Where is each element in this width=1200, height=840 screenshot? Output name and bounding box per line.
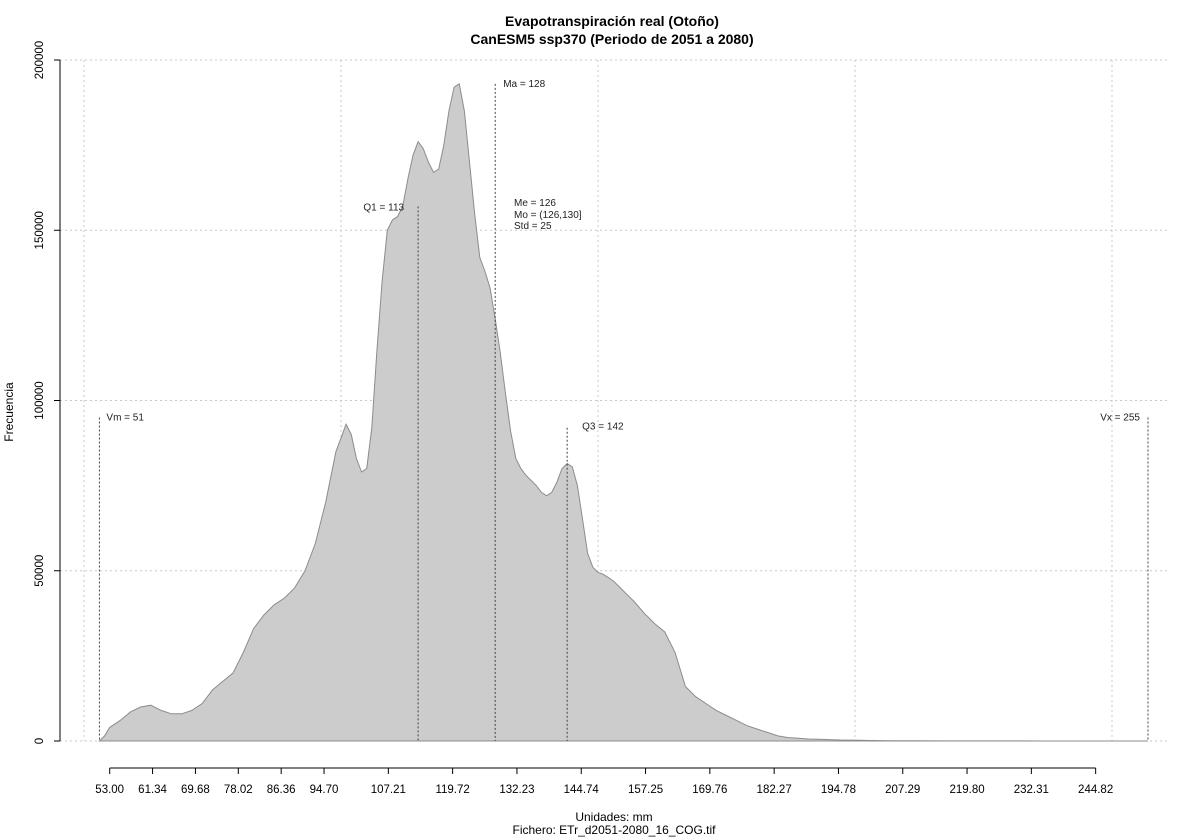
y-tick-label: 150000	[34, 211, 46, 249]
x-tick-label: 94.70	[310, 784, 339, 796]
x-tick-label: 107.21	[371, 784, 406, 796]
x-tick-label: 194.78	[821, 784, 856, 796]
density-area	[98, 82, 1148, 742]
x-tick-label: 144.74	[564, 784, 600, 796]
x-tick-label: 207.29	[885, 784, 920, 796]
footer-filename: Fichero: ETr_d2051-2080_16_COG.tif	[513, 823, 717, 837]
x-tick-label: 119.72	[435, 784, 469, 796]
y-tick-label: 50000	[34, 555, 46, 587]
x-tick-label: 61.34	[138, 784, 167, 796]
label-vm: Vm = 51	[106, 413, 144, 424]
label-q3: Q3 = 142	[582, 422, 624, 433]
chart-title: Evapotranspiración real (Otoño)	[505, 13, 719, 29]
x-tick-label: 132.23	[499, 784, 534, 796]
plot-area	[98, 82, 1148, 742]
x-axis-title: Unidades: mm	[575, 810, 652, 824]
label-vx: Vx = 255	[1100, 413, 1140, 424]
x-tick-label: 78.02	[224, 784, 253, 796]
grid	[60, 59, 1170, 742]
stat-mode: Mo = (126,130]	[514, 210, 582, 221]
x-tick-label: 53.00	[95, 784, 124, 796]
chart-subtitle: CanESM5 ssp370 (Periodo de 2051 a 2080)	[470, 31, 753, 47]
y-axis-title: Frecuencia	[2, 382, 16, 442]
x-tick-label: 69.68	[181, 784, 210, 796]
label-q1: Q1 = 113	[363, 202, 404, 213]
x-tick-label: 86.36	[267, 784, 296, 796]
axes: 0 50000 100000 150000 200000 53.00 61.34 69.68 7…	[34, 41, 1113, 796]
annotations: Me = 126 Mo = (126,130] Std = 25 Vm = 51…	[98, 79, 1149, 741]
x-tick-label: 244.82	[1078, 784, 1113, 796]
stats-block: Me = 126 Mo = (126,130] Std = 25	[514, 198, 582, 232]
x-tick-label: 169.76	[692, 784, 727, 796]
y-tick-label: 100000	[34, 381, 46, 419]
x-tick-label: 182.27	[757, 784, 792, 796]
stat-median: Me = 126	[514, 198, 556, 209]
stat-std: Std = 25	[514, 221, 552, 232]
y-tick-label: 200000	[34, 41, 46, 79]
x-tick-label: 157.25	[628, 784, 663, 796]
y-tick-label: 0	[34, 738, 46, 744]
label-ma: Ma = 128	[503, 79, 545, 90]
x-tick-label: 219.80	[949, 784, 984, 796]
x-tick-label: 232.31	[1014, 784, 1049, 796]
